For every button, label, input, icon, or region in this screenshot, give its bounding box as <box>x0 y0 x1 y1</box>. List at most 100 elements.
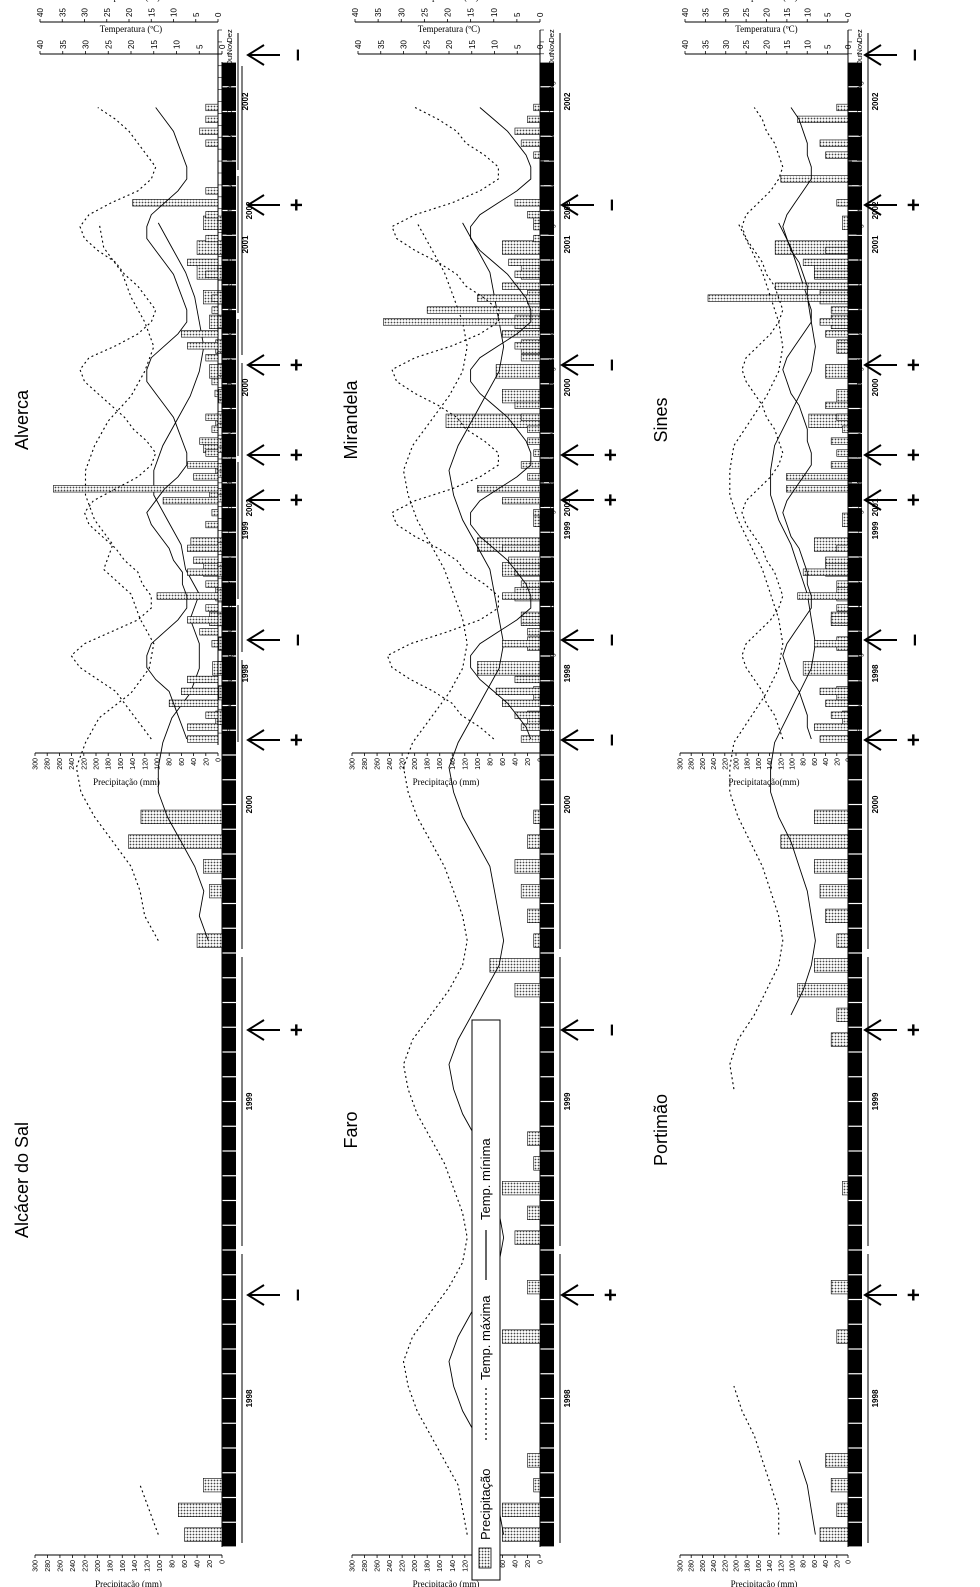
precip-tick-label: 180 <box>745 758 752 770</box>
precip-bar <box>212 661 223 676</box>
precip-bar <box>533 234 541 243</box>
month-label: Jan <box>855 447 864 459</box>
precip-bar <box>533 509 541 517</box>
month-label: Mar <box>225 279 234 292</box>
month-label: Dez <box>547 458 556 472</box>
month-label: Ago <box>547 363 556 376</box>
precip-bar <box>842 425 849 433</box>
precip-bar <box>814 640 849 648</box>
arrow-head <box>246 629 265 651</box>
precip-tick-label: 20 <box>834 758 841 766</box>
month-cell <box>222 310 236 334</box>
month-label: Dez <box>855 172 864 186</box>
temp-tick-label: 0 <box>214 12 223 17</box>
precip-bar <box>508 258 541 266</box>
trend-mark: – <box>901 49 926 61</box>
precip-bar <box>140 809 223 824</box>
precip-bar <box>527 628 541 636</box>
month-cell <box>540 1522 554 1547</box>
precip-tick-label: 120 <box>462 1560 469 1572</box>
month-label: Set <box>225 351 234 363</box>
month-cell <box>540 260 554 285</box>
temp-tick-label: 0 <box>536 12 545 17</box>
month-label: Jul <box>855 376 864 386</box>
precip-bar <box>527 834 541 849</box>
trend-mark: + <box>284 734 309 747</box>
month-cell <box>848 1225 862 1250</box>
month-label: Jun <box>855 530 864 542</box>
precip-tick-label: 80 <box>801 758 808 766</box>
month-cell <box>848 285 862 309</box>
month-label: Nov <box>225 184 234 198</box>
month-label: Dez <box>855 315 864 329</box>
month-cell <box>222 1349 236 1374</box>
month-label: Jul <box>547 376 556 386</box>
month-cell <box>848 334 862 359</box>
precip-bar <box>187 544 219 552</box>
month-cell <box>540 1077 554 1101</box>
precip-bar <box>205 187 219 195</box>
precip-bar <box>477 485 541 493</box>
precip-bar <box>514 342 541 350</box>
month-cell <box>540 582 554 606</box>
month-label: Jun <box>855 101 864 113</box>
month-label: Jun <box>225 101 234 113</box>
trend-mark: + <box>284 1024 309 1037</box>
month-label: Jul <box>547 662 556 672</box>
precip-bar <box>502 1181 541 1196</box>
precip-bar <box>830 1280 849 1295</box>
arrow-head <box>863 1019 882 1041</box>
temp-tick-label: 40 <box>36 8 45 17</box>
month-label: Ago <box>547 77 556 90</box>
month-cell <box>540 928 554 953</box>
month-label: Jan <box>855 590 864 602</box>
month-cell <box>848 1423 862 1448</box>
month-cell <box>540 1126 554 1151</box>
precip-bar <box>187 723 219 731</box>
precip-bar <box>187 675 219 684</box>
month-label: Fev <box>855 149 864 162</box>
year-label: 2002 <box>563 201 572 219</box>
station-title: Alcácer do Sal <box>12 1122 32 1238</box>
month-cell <box>848 1077 862 1101</box>
month-cell <box>222 1423 236 1448</box>
precip-bar <box>836 1502 849 1517</box>
precip-tick-label: 100 <box>790 758 797 770</box>
month-cell <box>848 87 862 111</box>
month-cell <box>848 1151 862 1176</box>
precip-bar <box>132 199 219 207</box>
year-label: 1999 <box>871 1092 880 1110</box>
month-label: Jun <box>547 530 556 542</box>
month-label: Fev <box>547 292 556 305</box>
precip-bar <box>780 834 849 849</box>
temp-tick-label: 0 <box>844 12 853 17</box>
arrow-head <box>560 629 579 651</box>
precip-tick-label: 140 <box>132 1560 139 1572</box>
month-label: Ago <box>225 506 234 519</box>
month-label: Abr <box>225 411 234 423</box>
precip-tick-label: 140 <box>450 758 457 770</box>
month-label: Jan <box>855 304 864 316</box>
temp-tick-label: 20 <box>763 40 772 49</box>
temp-tick-label: 35 <box>377 40 386 49</box>
temp-tick-label: 15 <box>783 8 792 17</box>
precip-bar <box>819 735 849 743</box>
year-label: 1999 <box>241 521 250 539</box>
precip-bar <box>214 389 219 398</box>
precip-tick-label: 20 <box>207 1560 214 1568</box>
month-cell <box>540 1052 554 1077</box>
precip-bar <box>128 834 223 849</box>
month-label: Dez <box>547 29 556 43</box>
tmin-line <box>146 107 188 740</box>
precip-bar <box>520 139 541 147</box>
month-label: Mai <box>855 685 864 697</box>
precip-bar <box>514 199 541 207</box>
temp-tick-label: 25 <box>420 8 429 17</box>
month-cell <box>222 681 236 705</box>
precip-bar <box>830 437 849 445</box>
year-label: 2000 <box>241 378 250 396</box>
month-cell <box>540 1448 554 1473</box>
temp-tick-label: 5 <box>513 44 522 49</box>
month-cell <box>222 1275 236 1299</box>
